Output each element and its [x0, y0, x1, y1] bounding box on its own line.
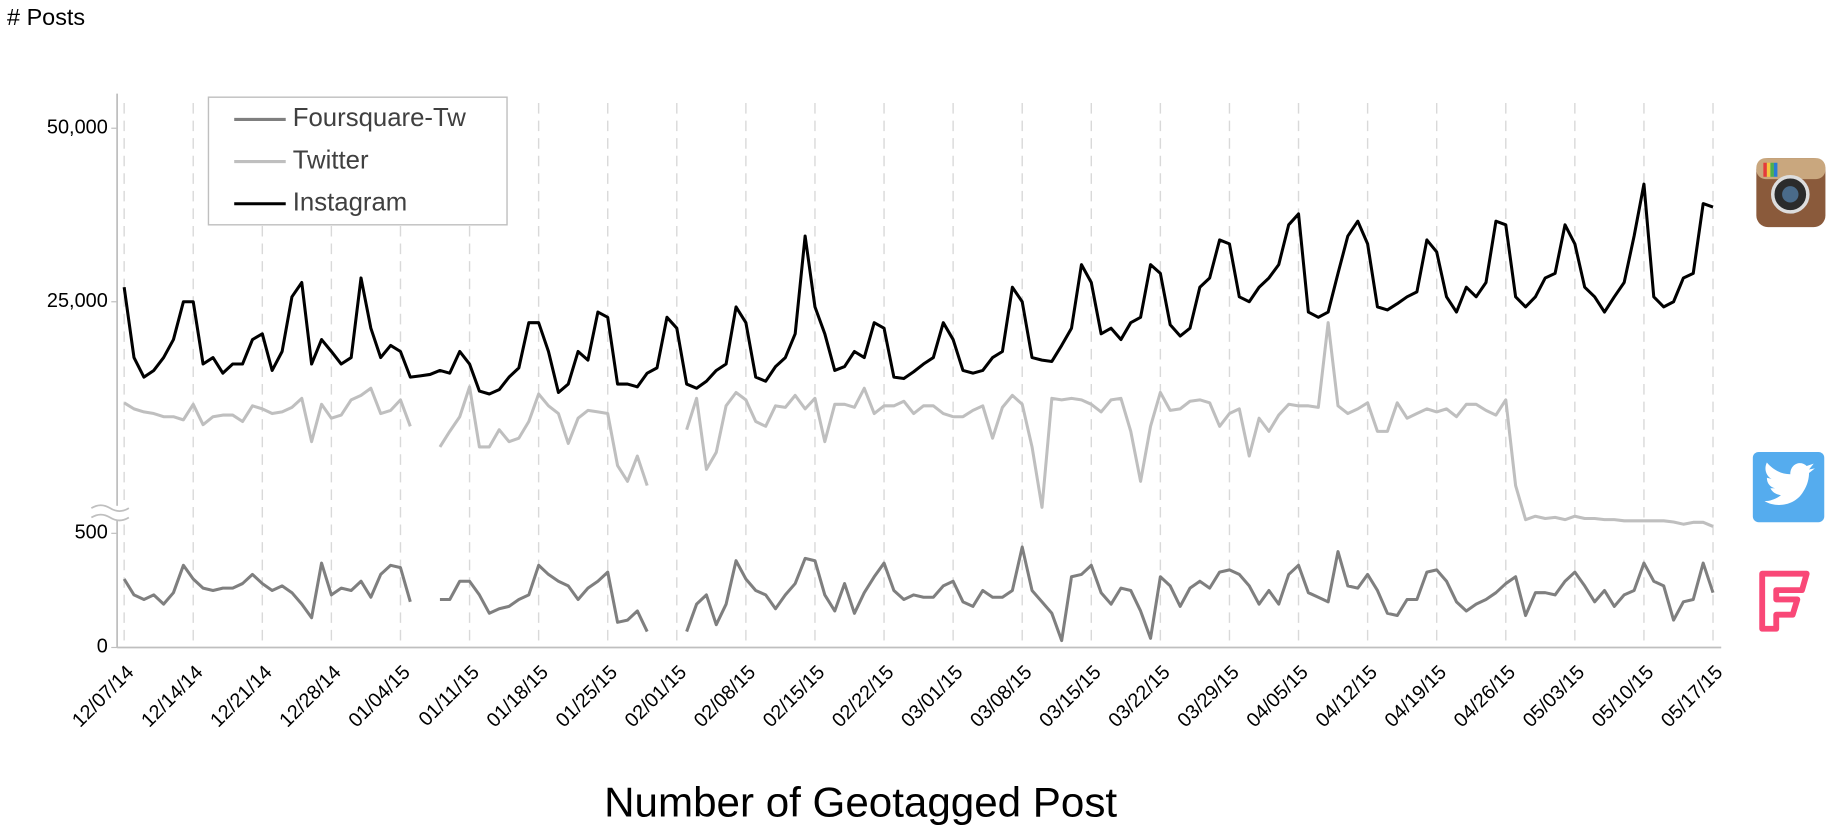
- grid: [123, 103, 1714, 648]
- icon-lens-inner: [1782, 186, 1799, 203]
- icon-stripe: [1766, 162, 1771, 177]
- x-tick-label: 04/12/15: [1312, 661, 1382, 731]
- x-tick-label: 12/21/14: [206, 661, 276, 731]
- legend-label: Twitter: [293, 146, 369, 174]
- x-tick-label: 12/14/14: [137, 661, 207, 731]
- x-tick-label: 05/10/15: [1588, 661, 1658, 731]
- series-line: [123, 321, 1714, 528]
- series-line: [122, 545, 1715, 643]
- x-tick-label: 03/22/15: [1104, 661, 1174, 731]
- icon-stripe: [1770, 162, 1774, 177]
- foursquare-icon: [1759, 570, 1810, 632]
- icon-stripe: [1763, 162, 1767, 177]
- break-mark: [90, 513, 130, 522]
- x-tick-label: 12/07/14: [68, 661, 138, 731]
- legend-label: Foursquare-Tw: [293, 104, 467, 132]
- y-tick-label: 500: [75, 522, 108, 544]
- y-tick-label: 0: [97, 636, 108, 658]
- x-tick-label: 03/08/15: [966, 661, 1036, 731]
- x-tick-label: 05/03/15: [1519, 661, 1589, 731]
- icon-f: [1759, 570, 1810, 632]
- x-tick-label: 03/29/15: [1173, 661, 1243, 731]
- x-tick-label: 04/26/15: [1450, 661, 1520, 731]
- x-tick-label: 01/04/15: [344, 661, 414, 731]
- platform-icons: [1752, 158, 1826, 632]
- x-tick-label: 01/11/15: [415, 661, 484, 730]
- y-axis-label: # Posts: [7, 4, 85, 30]
- x-tick-label: 01/25/15: [552, 661, 622, 731]
- series-line: [122, 182, 1714, 396]
- x-tick-label: 02/01/15: [621, 661, 691, 731]
- x-tick-label: 12/28/14: [275, 661, 345, 731]
- x-tick-label: 02/22/15: [828, 661, 898, 731]
- icon-stripe: [1773, 162, 1778, 177]
- x-tick-label: 04/19/15: [1381, 661, 1451, 731]
- break-mark: [90, 504, 130, 512]
- x-tick-label: 03/01/15: [897, 661, 967, 731]
- x-tick-label: 02/15/15: [759, 661, 829, 731]
- x-tick-label: 03/15/15: [1035, 661, 1105, 731]
- chart-title: Number of Geotagged Post: [604, 779, 1117, 826]
- axis-break: [90, 504, 134, 522]
- x-tick-label: 02/08/15: [690, 661, 760, 731]
- break-gap: [93, 505, 134, 520]
- x-tick-label: 01/18/15: [483, 661, 553, 731]
- legend: Foursquare-Tw Twitter Instagram: [207, 96, 508, 226]
- icon-bird: [1764, 462, 1815, 505]
- twitter-icon: [1752, 451, 1825, 523]
- legend-label: Instagram: [293, 189, 408, 217]
- y-tick-label: 50,000: [47, 116, 108, 138]
- x-tick-label: 05/17/15: [1657, 661, 1727, 731]
- y-tick-label: 25,000: [47, 290, 108, 312]
- instagram-icon: [1756, 158, 1826, 228]
- x-tick-label: 04/05/15: [1242, 661, 1312, 731]
